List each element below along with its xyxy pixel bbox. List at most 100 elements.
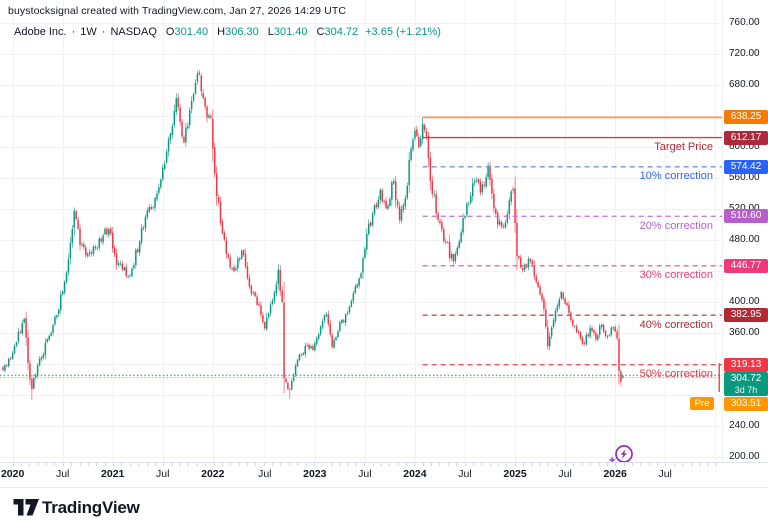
time-scale-minor-tick [96,463,98,466]
time-scale-tick: 2025 [503,468,527,480]
time-scale-minor-tick [590,463,592,466]
time-scale-minor-tick [406,463,407,466]
symbol-exchange: NASDAQ [110,26,157,38]
time-scale-tick: 2020 [0,468,25,480]
price-level-chip: 638.25 [724,110,768,125]
price-level-chip: 319.13 [724,357,768,372]
time-scale-minor-tick [288,463,290,466]
time-scale-minor-tick [464,463,466,466]
time-scale-minor-tick [230,463,232,466]
time-scale-minor-tick [606,463,608,466]
price-scale-tick: 480.00 [729,234,760,245]
time-scale-minor-tick [489,463,491,466]
time-scale-minor-tick [71,463,73,466]
time-scale-tick: Jul [55,468,70,480]
flash-event-icon[interactable] [606,440,636,468]
time-scale-minor-tick [87,463,89,466]
time-scale-minor-tick [37,463,39,466]
level-label: 20% correction [639,219,713,232]
time-scale-minor-tick [640,463,642,466]
time-scale-minor-tick [565,463,567,466]
time-scale-minor-tick [305,463,307,466]
time-scale-minor-tick [138,463,140,466]
time-scale[interactable]: 2020 Jul 2021 Jul 2022 Jul 2023 Jul 2024 Jul 2025 J… [0,462,768,487]
time-scale-minor-tick [297,463,299,466]
time-scale-minor-tick [372,463,374,466]
time-scale-minor-tick [539,463,541,466]
legend-separator: · [101,26,106,38]
time-scale-minor-tick [422,463,424,466]
time-scale-minor-tick [506,463,508,466]
symbol-timeframe: 1W [80,26,97,38]
time-scale-minor-tick [389,463,391,466]
time-scale-minor-tick [180,463,182,466]
time-scale-minor-tick [154,463,156,466]
price-change: +3.65 (+1.21%) [365,26,441,38]
time-scale-minor-tick [29,463,31,466]
price-chart-canvas[interactable] [0,0,722,462]
time-scale-tick: Jul [156,468,170,480]
time-scale-minor-tick [121,463,123,466]
time-scale-minor-tick [246,463,248,466]
price-scale-tick: 240.00 [729,420,760,431]
time-scale-minor-tick [188,463,190,466]
time-scale-minor-tick [313,463,315,466]
time-scale-minor-tick [79,463,81,466]
time-scale-minor-tick [447,463,449,466]
time-scale-minor-tick [280,463,282,466]
price-scale-tick: 200.00 [729,451,760,462]
ohlc-open: O301.40 [165,26,209,38]
price-scale-tick: 600.00 [729,141,760,152]
ohlc-close: C304.72 [316,26,359,38]
time-scale-minor-tick [690,463,692,466]
time-scale-tick: 2023 [303,468,327,480]
brand-name[interactable]: TradingView [42,498,140,517]
time-scale-minor-tick [322,463,324,466]
time-scale-tick: Jul [658,468,672,480]
time-scale-minor-tick [514,463,516,466]
tradingview-logo-icon[interactable] [13,499,40,516]
price-level-chip: 612.17 [724,130,768,145]
time-scale-minor-tick [272,463,274,466]
time-scale-minor-tick [548,463,550,466]
time-scale-minor-tick [196,463,198,466]
time-scale-minor-tick [523,463,525,466]
time-scale-minor-tick [238,463,240,466]
time-scale-minor-tick [472,463,474,466]
time-scale-minor-tick [498,463,500,466]
time-scale-minor-tick [146,463,148,466]
premarket-price-chip: 303.51 [724,396,768,411]
time-scale-minor-tick [573,463,575,466]
time-scale-minor-tick [330,463,332,466]
time-scale-minor-tick [556,463,558,466]
ohlc-high: H306.30 [217,26,259,38]
price-scale-tick: 680.00 [729,79,760,90]
time-scale-minor-tick [263,463,265,466]
time-scale-minor-tick [104,463,106,466]
watermark-text: buystocksignal created with TradingView.… [8,5,347,17]
time-scale-minor-tick [339,463,341,466]
time-scale-tick: 2026 [603,468,627,480]
time-scale-minor-tick [439,463,441,466]
level-label: 30% correction [639,269,713,282]
time-scale-minor-tick [581,463,583,466]
time-scale-tick: Jul [358,468,372,480]
time-scale-minor-tick [355,463,357,466]
time-scale-minor-tick [615,463,617,466]
time-scale-minor-tick [46,463,48,466]
time-scale-minor-tick [129,463,131,466]
ohlc-low: L301.40 [267,26,308,38]
price-scale-tick: 400.00 [729,296,760,307]
time-scale-tick: 2021 [101,468,125,480]
price-level-chip: 382.95 [724,308,768,323]
time-scale-minor-tick [481,463,483,466]
level-label: 50% correction [639,368,713,381]
time-scale-tick: 2022 [201,468,225,480]
time-scale-minor-tick [598,463,600,466]
price-level-chip: 574.42 [724,159,768,174]
price-scale[interactable]: 760.00 720.00 680.00 600.00 560.00 520.00 480.… [722,0,768,462]
symbol-legend[interactable]: Adobe Inc. · 1W · NASDAQ O301.40 H306.30 L301.4… [14,26,441,38]
time-scale-minor-tick [113,463,115,466]
price-level-chip: 446.77 [724,258,768,273]
